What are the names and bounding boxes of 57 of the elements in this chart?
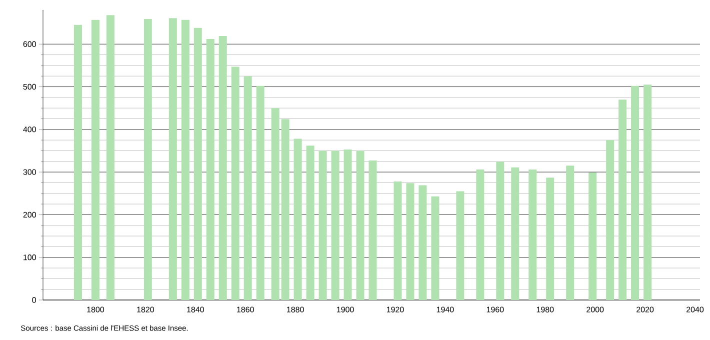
x-tick-label: 1900 bbox=[336, 306, 354, 312]
x-tick-label: 1860 bbox=[237, 306, 254, 312]
bar bbox=[644, 84, 652, 300]
bar bbox=[546, 178, 554, 300]
bar bbox=[106, 15, 114, 300]
bar bbox=[356, 150, 364, 300]
bar bbox=[181, 20, 190, 300]
bar bbox=[418, 185, 427, 300]
bar bbox=[618, 100, 627, 300]
bar bbox=[281, 119, 290, 300]
bar bbox=[74, 24, 82, 300]
bar bbox=[168, 18, 177, 300]
x-tick-label: 2020 bbox=[636, 306, 654, 312]
bar bbox=[631, 86, 640, 300]
x-tick-label: 2040 bbox=[686, 306, 704, 312]
y-tick-label: 400 bbox=[23, 126, 36, 132]
bar bbox=[606, 140, 614, 300]
bar bbox=[528, 170, 537, 300]
x-tick-label: 1960 bbox=[486, 306, 504, 312]
bar bbox=[306, 146, 314, 300]
bar bbox=[456, 191, 464, 300]
y-tick-label: 600 bbox=[23, 41, 36, 47]
bar bbox=[406, 183, 414, 300]
x-tick-label: 1940 bbox=[436, 306, 454, 312]
bar bbox=[244, 76, 252, 300]
y-tick-label: 0 bbox=[32, 297, 36, 303]
bar bbox=[331, 150, 340, 300]
x-tick-label: 1800 bbox=[87, 306, 104, 312]
bar bbox=[431, 196, 440, 300]
y-tick-label: 100 bbox=[24, 254, 36, 260]
bar bbox=[218, 36, 227, 300]
bar bbox=[91, 20, 100, 300]
x-tick-label: 1880 bbox=[287, 306, 304, 312]
bar bbox=[318, 150, 327, 300]
bar bbox=[368, 160, 377, 300]
bar bbox=[231, 66, 240, 300]
bar bbox=[344, 149, 352, 300]
x-tick-label: 1920 bbox=[386, 306, 404, 312]
y-tick-label: 500 bbox=[23, 84, 36, 90]
bar bbox=[588, 172, 597, 300]
bar bbox=[194, 28, 202, 300]
bar bbox=[566, 166, 574, 300]
bar bbox=[511, 167, 520, 300]
bar bbox=[256, 86, 264, 300]
bar bbox=[206, 39, 214, 300]
x-tick-label: 2000 bbox=[586, 306, 604, 312]
bar bbox=[294, 138, 302, 300]
x-tick-label: 1820 bbox=[137, 306, 154, 312]
bar bbox=[496, 162, 504, 300]
y-tick-label: 300 bbox=[23, 169, 36, 175]
y-tick-label: 200 bbox=[23, 212, 36, 218]
bar bbox=[394, 181, 402, 300]
bar bbox=[144, 18, 152, 300]
bar bbox=[476, 170, 484, 300]
bar bbox=[271, 108, 280, 300]
x-tick-label: 1840 bbox=[187, 306, 204, 312]
x-tick-label: 1980 bbox=[536, 306, 554, 312]
